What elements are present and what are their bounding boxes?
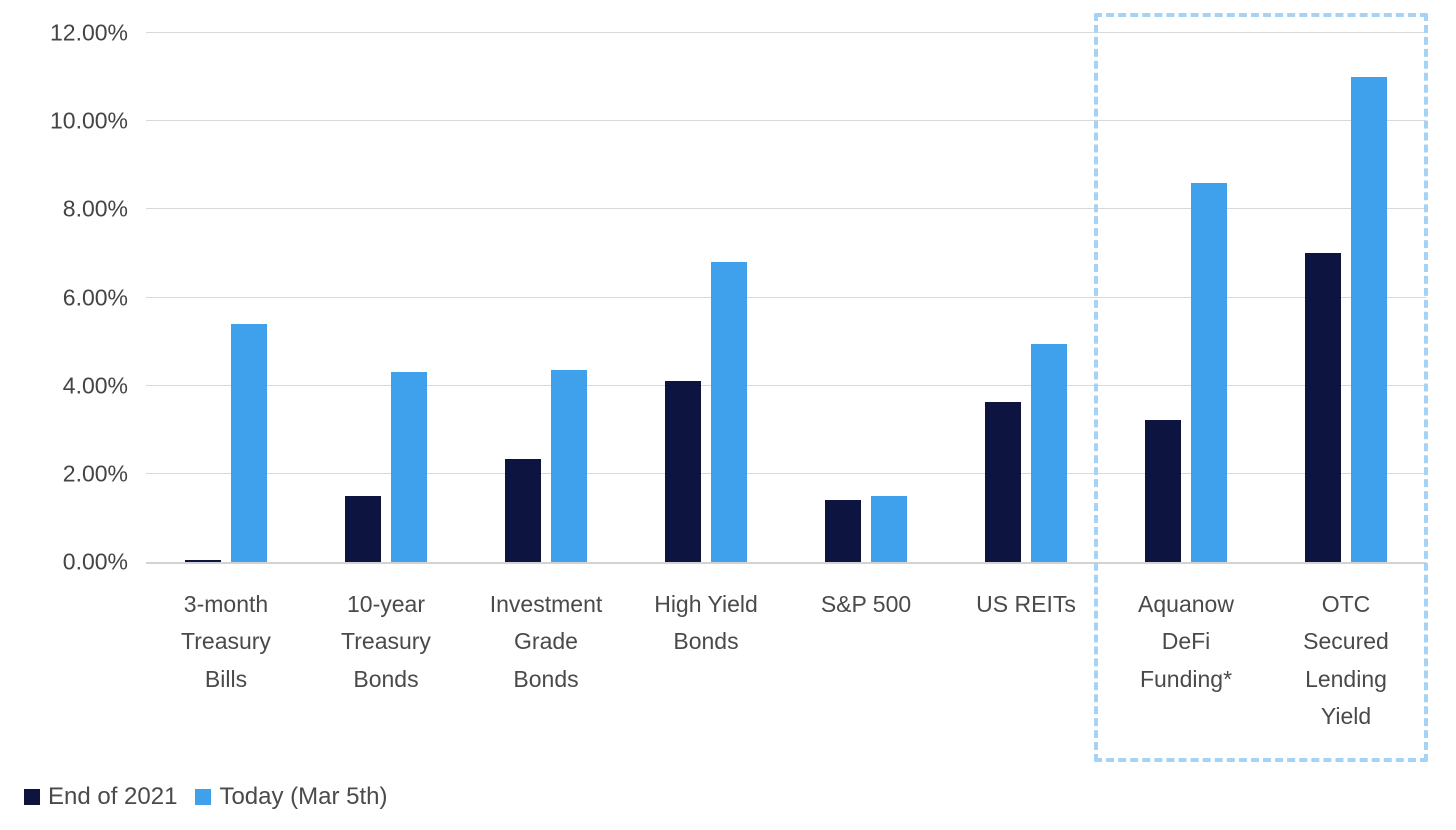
- bar-end-of-2021-7: [1145, 420, 1181, 562]
- x-tick-label-text: S&P 500: [820, 591, 912, 617]
- bar-group-3: [466, 33, 626, 562]
- bar-end-of-2021-1: [185, 559, 221, 562]
- bar-group-6: [946, 33, 1106, 562]
- y-axis: 0.00% 2.00% 4.00% 6.00% 8.00% 10.00% 12.00%: [0, 20, 128, 575]
- bar-today-8: [1351, 77, 1387, 562]
- gridline-8: [146, 208, 1426, 210]
- y-tick-label-8: 8.00%: [62, 195, 128, 222]
- x-tick-label-text: 3-month Treasury Bills: [181, 591, 271, 692]
- gridline-6: [146, 296, 1426, 298]
- x-tick-label-text: 10-year Treasury Bonds: [341, 591, 431, 692]
- bar-today-5: [871, 495, 907, 562]
- x-tick-label-text: US REITs: [976, 591, 1076, 617]
- x-tick-label-text: Investment Grade Bonds: [489, 591, 603, 692]
- y-tick-label-4: 4.00%: [62, 372, 128, 399]
- x-tick-label-text: High Yield Bonds: [654, 591, 758, 655]
- x-tick-label-text: Aquanow DeFi Funding*: [1138, 591, 1234, 692]
- y-tick-label-2: 2.00%: [62, 460, 128, 487]
- bar-today-3: [551, 370, 587, 562]
- legend: End of 2021 Today (Mar 5th): [24, 783, 388, 811]
- bar-end-of-2021-8: [1305, 253, 1341, 562]
- bar-end-of-2021-4: [665, 381, 701, 562]
- bar-group-4: [626, 33, 786, 562]
- x-tick-label-3: Investment Grade Bonds: [466, 586, 626, 736]
- y-tick-label-10: 10.00%: [49, 107, 128, 134]
- x-tick-label-4: High Yield Bonds: [626, 586, 786, 736]
- y-tick-label-12: 12.00%: [49, 19, 128, 46]
- gridline-4: [146, 384, 1426, 386]
- bar-group-8: [1266, 33, 1426, 562]
- bar-today-2: [391, 372, 427, 562]
- x-tick-label-2: 10-year Treasury Bonds: [306, 586, 466, 736]
- y-tick-label-0: 0.00%: [62, 548, 128, 575]
- legend-label-end-of-2021: End of 2021: [48, 783, 178, 810]
- x-tick-label-1: 3-month Treasury Bills: [146, 586, 306, 736]
- bar-today-1: [231, 323, 267, 562]
- bar-today-7: [1191, 182, 1227, 562]
- x-tick-label-7: Aquanow DeFi Funding*: [1106, 586, 1266, 736]
- bar-group-5: [786, 33, 946, 562]
- gridline-10: [146, 120, 1426, 122]
- y-tick-label-6: 6.00%: [62, 284, 128, 310]
- legend-item-today: Today (Mar 5th): [195, 783, 388, 811]
- legend-item-end-of-2021: End of 2021: [24, 783, 177, 811]
- gridline-12: [146, 32, 1426, 33]
- bar-group-2: [306, 33, 466, 562]
- bar-end-of-2021-3: [505, 459, 541, 562]
- x-tick-label-5: S&P 500: [786, 586, 946, 736]
- bar-group-1: [146, 33, 306, 562]
- x-tick-label-text: OTC Secured Lending Yield: [1303, 591, 1389, 730]
- gridline-2: [146, 472, 1426, 474]
- bar-end-of-2021-5: [825, 500, 861, 562]
- bar-today-4: [711, 262, 747, 562]
- plot-area: [146, 32, 1426, 564]
- legend-swatch-end-of-2021: [24, 789, 40, 805]
- bar-end-of-2021-6: [985, 402, 1021, 562]
- x-tick-label-8: OTC Secured Lending Yield: [1266, 586, 1426, 736]
- legend-label-today: Today (Mar 5th): [219, 783, 388, 810]
- bar-end-of-2021-2: [345, 495, 381, 562]
- legend-swatch-today: [195, 789, 212, 805]
- bar-today-6: [1031, 343, 1067, 562]
- bar-group-7: [1106, 33, 1266, 562]
- x-tick-label-6: US REITs: [946, 586, 1106, 736]
- x-axis-labels: 3-month Treasury Bills 10-year Treasury B…: [146, 586, 1426, 736]
